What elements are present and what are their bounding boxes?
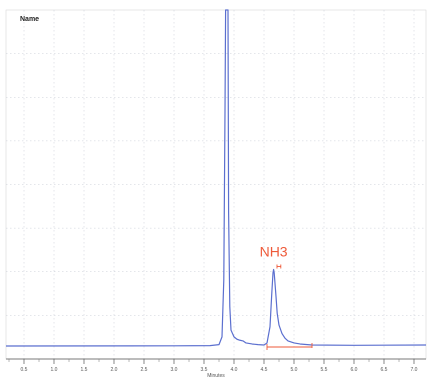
integration-markers bbox=[266, 264, 313, 350]
x-tick-label-5: 3.0 bbox=[171, 367, 178, 373]
annotations-layer: NH3 bbox=[260, 243, 288, 259]
x-tick-label-1: 1.0 bbox=[51, 367, 58, 373]
chart-title: Name bbox=[20, 16, 39, 23]
x-tick-label-3: 2.0 bbox=[111, 367, 118, 373]
x-axis-label: Minutes bbox=[207, 373, 225, 379]
x-tick-label-12: 6.5 bbox=[381, 367, 388, 373]
x-tick-label-9: 5.0 bbox=[291, 367, 298, 373]
x-tick-label-8: 4.5 bbox=[261, 367, 268, 373]
series-line-0 bbox=[5, 9, 427, 347]
x-tick-label-6: 3.5 bbox=[201, 367, 208, 373]
x-tick-label-0: 0.5 bbox=[21, 367, 28, 373]
plot-background bbox=[5, 9, 427, 360]
series-layer bbox=[5, 9, 427, 347]
x-tick-label-10: 5.5 bbox=[321, 367, 328, 373]
x-tick-label-2: 1.5 bbox=[81, 367, 88, 373]
x-tick-label-13: 7.0 bbox=[411, 367, 418, 373]
x-tick-label-7: 4.0 bbox=[231, 367, 238, 373]
x-tick-label-4: 2.5 bbox=[141, 367, 148, 373]
peak-label-0: NH3 bbox=[260, 243, 288, 259]
x-tick-label-11: 6.0 bbox=[351, 367, 358, 373]
x-ticks: 0.5 1.0 1.5 2.0 2.5 3.0 3.5 4.0 4.5 5.0 5.5 6.0 6.5 7… bbox=[8, 359, 418, 373]
